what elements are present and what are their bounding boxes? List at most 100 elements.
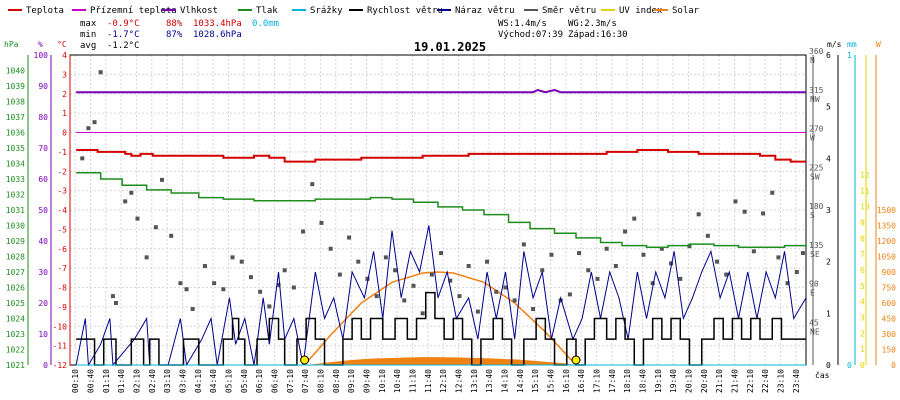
direction-point	[475, 309, 480, 314]
direction-point	[540, 268, 545, 273]
tick-label-press: 1028	[6, 253, 25, 262]
tick-label-wind: 6	[826, 51, 831, 60]
tick-label-solar: 1350	[877, 222, 896, 231]
direction-point	[276, 282, 281, 287]
tick-label-temp: -8	[57, 284, 67, 293]
tick-label-press: 1031	[6, 206, 25, 215]
stats-min-press: 1028.6hPa	[193, 30, 242, 40]
tick-label-time: 01:40	[117, 369, 126, 393]
legend-label: Náraz větru	[455, 6, 515, 16]
tick-label-time: 22:40	[761, 369, 770, 393]
direction-point	[503, 285, 508, 290]
direction-point	[178, 281, 183, 286]
tick-label-dir: 180	[809, 202, 824, 211]
direction-point	[129, 190, 134, 195]
direction-point	[794, 270, 799, 274]
direction-point	[393, 268, 398, 273]
direction-point	[153, 225, 158, 230]
direction-point	[114, 301, 118, 305]
legend-label: Vlhkost	[180, 6, 218, 16]
tick-label-time: 22:10	[746, 369, 755, 393]
stats-avg-temp: -1.2°C	[107, 41, 140, 51]
tick-label-time: 07:10	[286, 369, 295, 393]
tick-label-solar: 300	[882, 330, 897, 339]
direction-point	[291, 285, 296, 290]
tick-label-press: 1024	[6, 315, 25, 324]
tick-label-time: 10:40	[393, 369, 402, 393]
direction-point	[558, 298, 563, 303]
tick-label-time: 15:10	[531, 369, 540, 393]
tick-label-temp: -12	[53, 361, 68, 370]
axis-unit-time: čas	[815, 370, 830, 380]
tick-label-uv: 0	[860, 361, 865, 370]
axes: 1021102210231024102510261027102810291030…	[6, 47, 896, 393]
direction-point	[494, 289, 499, 294]
axis-unit-press: hPa	[4, 40, 19, 49]
tick-label-time: 15:40	[546, 369, 555, 393]
tick-label-press: 1023	[6, 330, 25, 339]
tick-label-time: 16:40	[577, 369, 586, 393]
tick-label-time: 10:10	[378, 369, 387, 393]
tick-label-temp: 2	[62, 90, 67, 99]
tick-label-hum: 40	[38, 237, 48, 246]
direction-point	[604, 246, 609, 251]
direction-point	[733, 199, 738, 204]
tick-label-time: 13:10	[470, 369, 479, 393]
tick-label-hum: 60	[38, 175, 48, 184]
direction-point	[169, 233, 174, 238]
direction-point	[613, 263, 618, 268]
direction-point	[800, 251, 805, 256]
tick-label-temp: -5	[57, 225, 67, 234]
tick-label-wind: 0	[826, 361, 831, 370]
direction-point	[521, 242, 526, 247]
tick-label-solar: 1050	[877, 253, 896, 262]
tick-label-time: 18:10	[623, 369, 632, 393]
tick-label-time: 05:10	[224, 369, 233, 393]
tick-label-temp: 1	[62, 109, 67, 118]
direction-point	[319, 220, 324, 225]
direction-point	[202, 263, 207, 268]
tick-label-solar: 750	[882, 284, 897, 293]
tick-label-press: 1037	[6, 113, 25, 122]
direction-point	[383, 255, 388, 260]
direction-point	[184, 287, 189, 292]
direction-point	[448, 278, 453, 283]
direction-point	[135, 216, 140, 221]
tick-label-time: 16:10	[562, 369, 571, 393]
direction-point	[641, 252, 646, 257]
tick-label-temp: -6	[57, 245, 67, 254]
direction-point	[632, 216, 637, 221]
tick-label-hum: 10	[38, 330, 48, 339]
tick-label-dir: 225	[809, 163, 824, 172]
tick-label-time: 00:10	[71, 369, 80, 393]
tick-label-dir: 315	[809, 86, 824, 95]
direction-point	[356, 259, 361, 264]
tick-label-time: 18:40	[638, 369, 647, 393]
tick-label-hum: 70	[38, 144, 48, 153]
direction-point	[80, 156, 85, 161]
tick-label-press: 1022	[6, 346, 25, 355]
direction-point	[485, 259, 490, 264]
direction-point	[123, 199, 128, 204]
tick-label-dir-compass: N	[810, 56, 815, 65]
direction-point	[144, 255, 149, 260]
tick-label-time: 14:10	[500, 369, 509, 393]
tick-label-time: 19:10	[654, 369, 663, 393]
tick-label-hum: 20	[38, 299, 48, 308]
stats-sunrise: Východ:07:39	[498, 30, 563, 40]
direction-point	[239, 259, 244, 264]
tick-label-temp: -11	[53, 342, 68, 351]
tick-label-wind: 5	[826, 103, 831, 112]
direction-point	[310, 182, 315, 187]
tick-label-press: 1033	[6, 175, 25, 184]
tick-label-time: 09:10	[347, 369, 356, 393]
tick-label-uv: 7	[860, 250, 865, 259]
tick-label-solar: 450	[882, 315, 897, 324]
direction-point	[212, 281, 217, 286]
direction-point	[402, 298, 407, 303]
tick-label-time: 02:10	[132, 369, 141, 393]
tick-label-time: 04:40	[209, 369, 218, 393]
tick-label-time: 19:40	[669, 369, 678, 393]
tick-label-dir-compass: W	[810, 134, 815, 143]
direction-point	[439, 251, 444, 256]
